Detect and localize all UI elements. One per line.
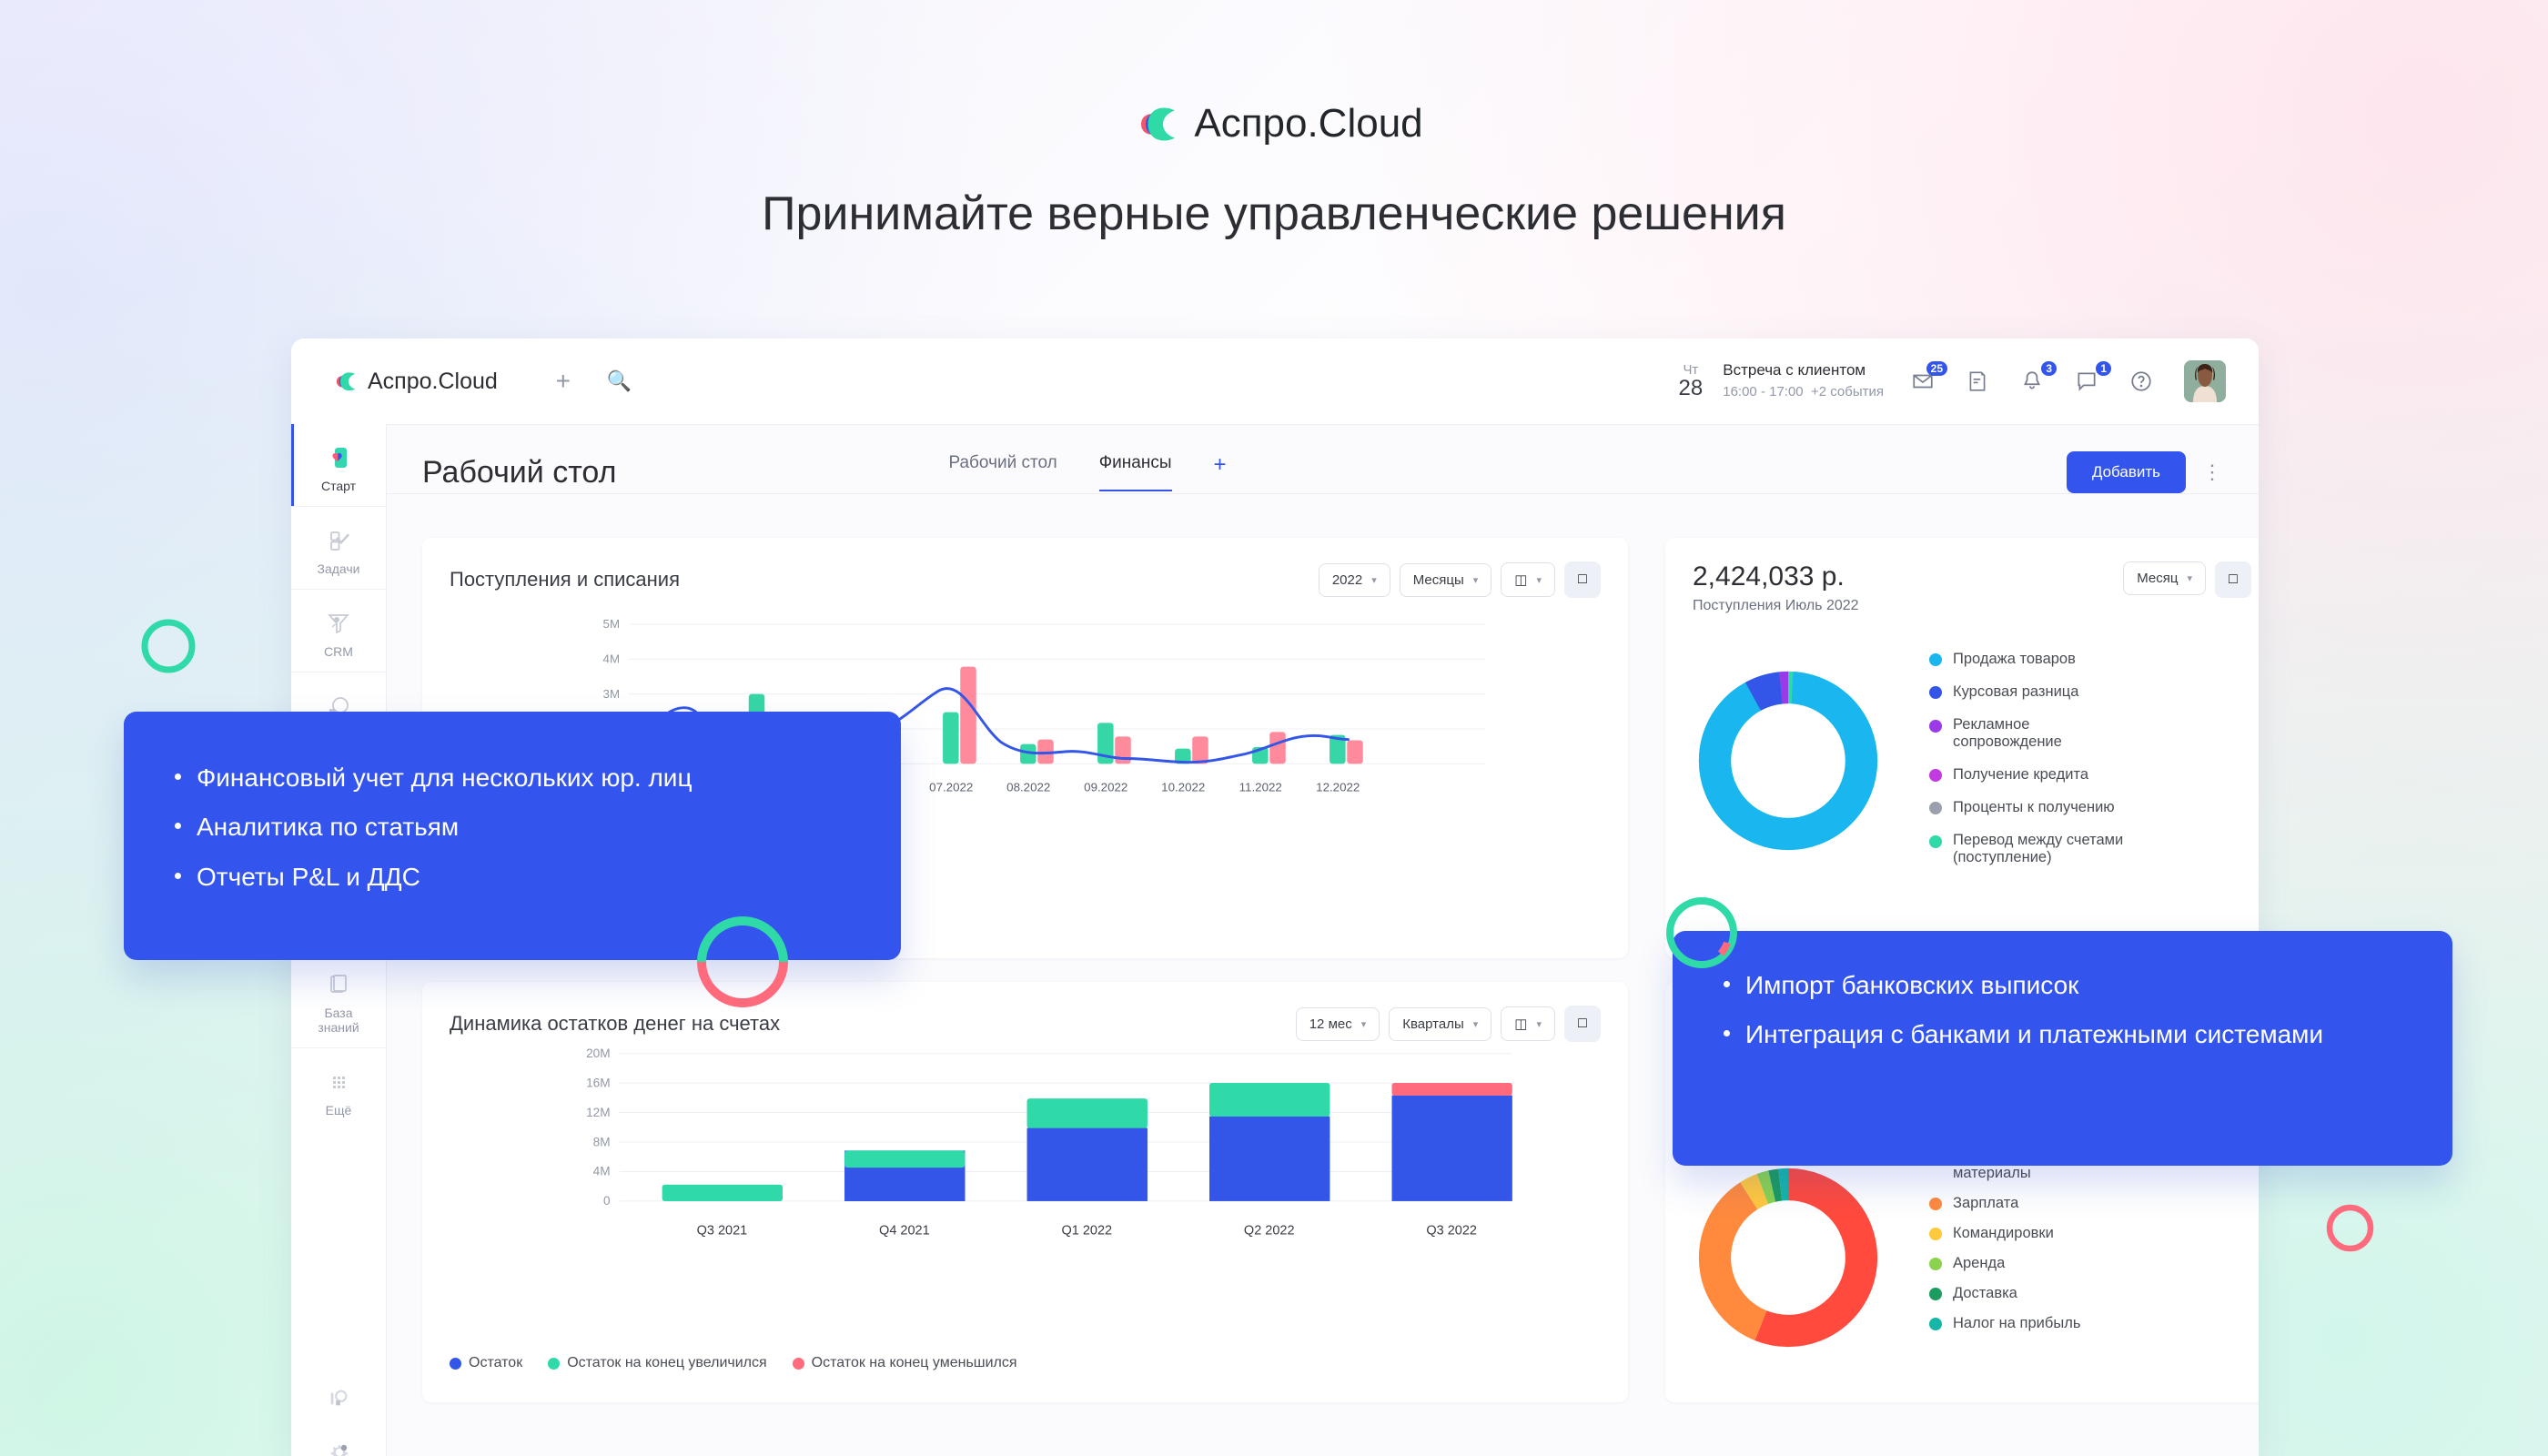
svg-text:Q4 2021: Q4 2021 (879, 1224, 930, 1239)
svg-text:5M: 5M (603, 617, 621, 631)
svg-text:12M: 12M (586, 1106, 611, 1119)
svg-text:Q3 2022: Q3 2022 (1426, 1224, 1477, 1239)
svg-text:Q2 2022: Q2 2022 (1244, 1224, 1295, 1239)
svg-text:Q3 2021: Q3 2021 (697, 1224, 748, 1239)
svg-text:8M: 8M (593, 1135, 611, 1148)
svg-text:09.2022: 09.2022 (1084, 780, 1127, 794)
svg-text:20M: 20M (586, 1046, 611, 1060)
svg-text:4M: 4M (603, 652, 621, 666)
svg-text:3M: 3M (603, 687, 621, 701)
svg-text:08.2022: 08.2022 (1006, 780, 1050, 794)
svg-text:07.2022: 07.2022 (929, 780, 973, 794)
svg-text:12.2022: 12.2022 (1316, 780, 1360, 794)
svg-text:Q1 2022: Q1 2022 (1061, 1224, 1112, 1239)
svg-text:10.2022: 10.2022 (1161, 780, 1205, 794)
svg-text:4M: 4M (593, 1165, 611, 1178)
svg-text:11.2022: 11.2022 (1239, 780, 1282, 794)
svg-text:0: 0 (603, 1194, 611, 1208)
svg-text:16M: 16M (586, 1076, 611, 1089)
